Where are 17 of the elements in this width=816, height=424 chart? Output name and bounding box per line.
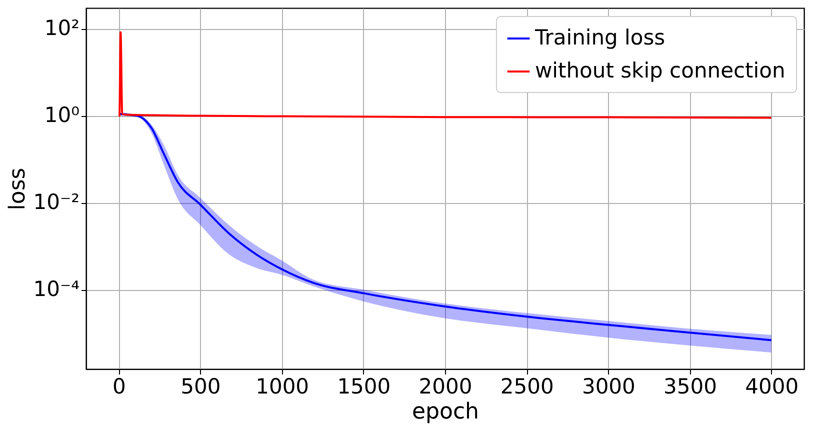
y-tick-label: 10² <box>44 16 80 40</box>
legend-label: Training loss <box>534 26 666 50</box>
x-tick-label: 2000 <box>418 374 472 398</box>
y-tick-label: 10⁻⁴ <box>33 277 80 302</box>
x-tick-label: 1500 <box>337 374 391 398</box>
x-tick-label: 4000 <box>745 374 799 398</box>
x-tick-label: 1000 <box>256 374 310 398</box>
x-tick-label: 2500 <box>500 374 554 398</box>
x-axis-title: epoch <box>412 400 479 424</box>
y-tick-label: 10⁻² <box>33 190 80 214</box>
x-tick-label: 500 <box>180 374 221 398</box>
y-tick-label: 10⁰ <box>44 103 80 128</box>
y-axis-title: loss <box>5 168 30 210</box>
x-tick-label: 3000 <box>582 374 636 398</box>
legend-label: without skip connection <box>535 58 786 82</box>
x-tick-label: 3500 <box>664 374 717 398</box>
x-tick-label: 0 <box>112 374 126 398</box>
